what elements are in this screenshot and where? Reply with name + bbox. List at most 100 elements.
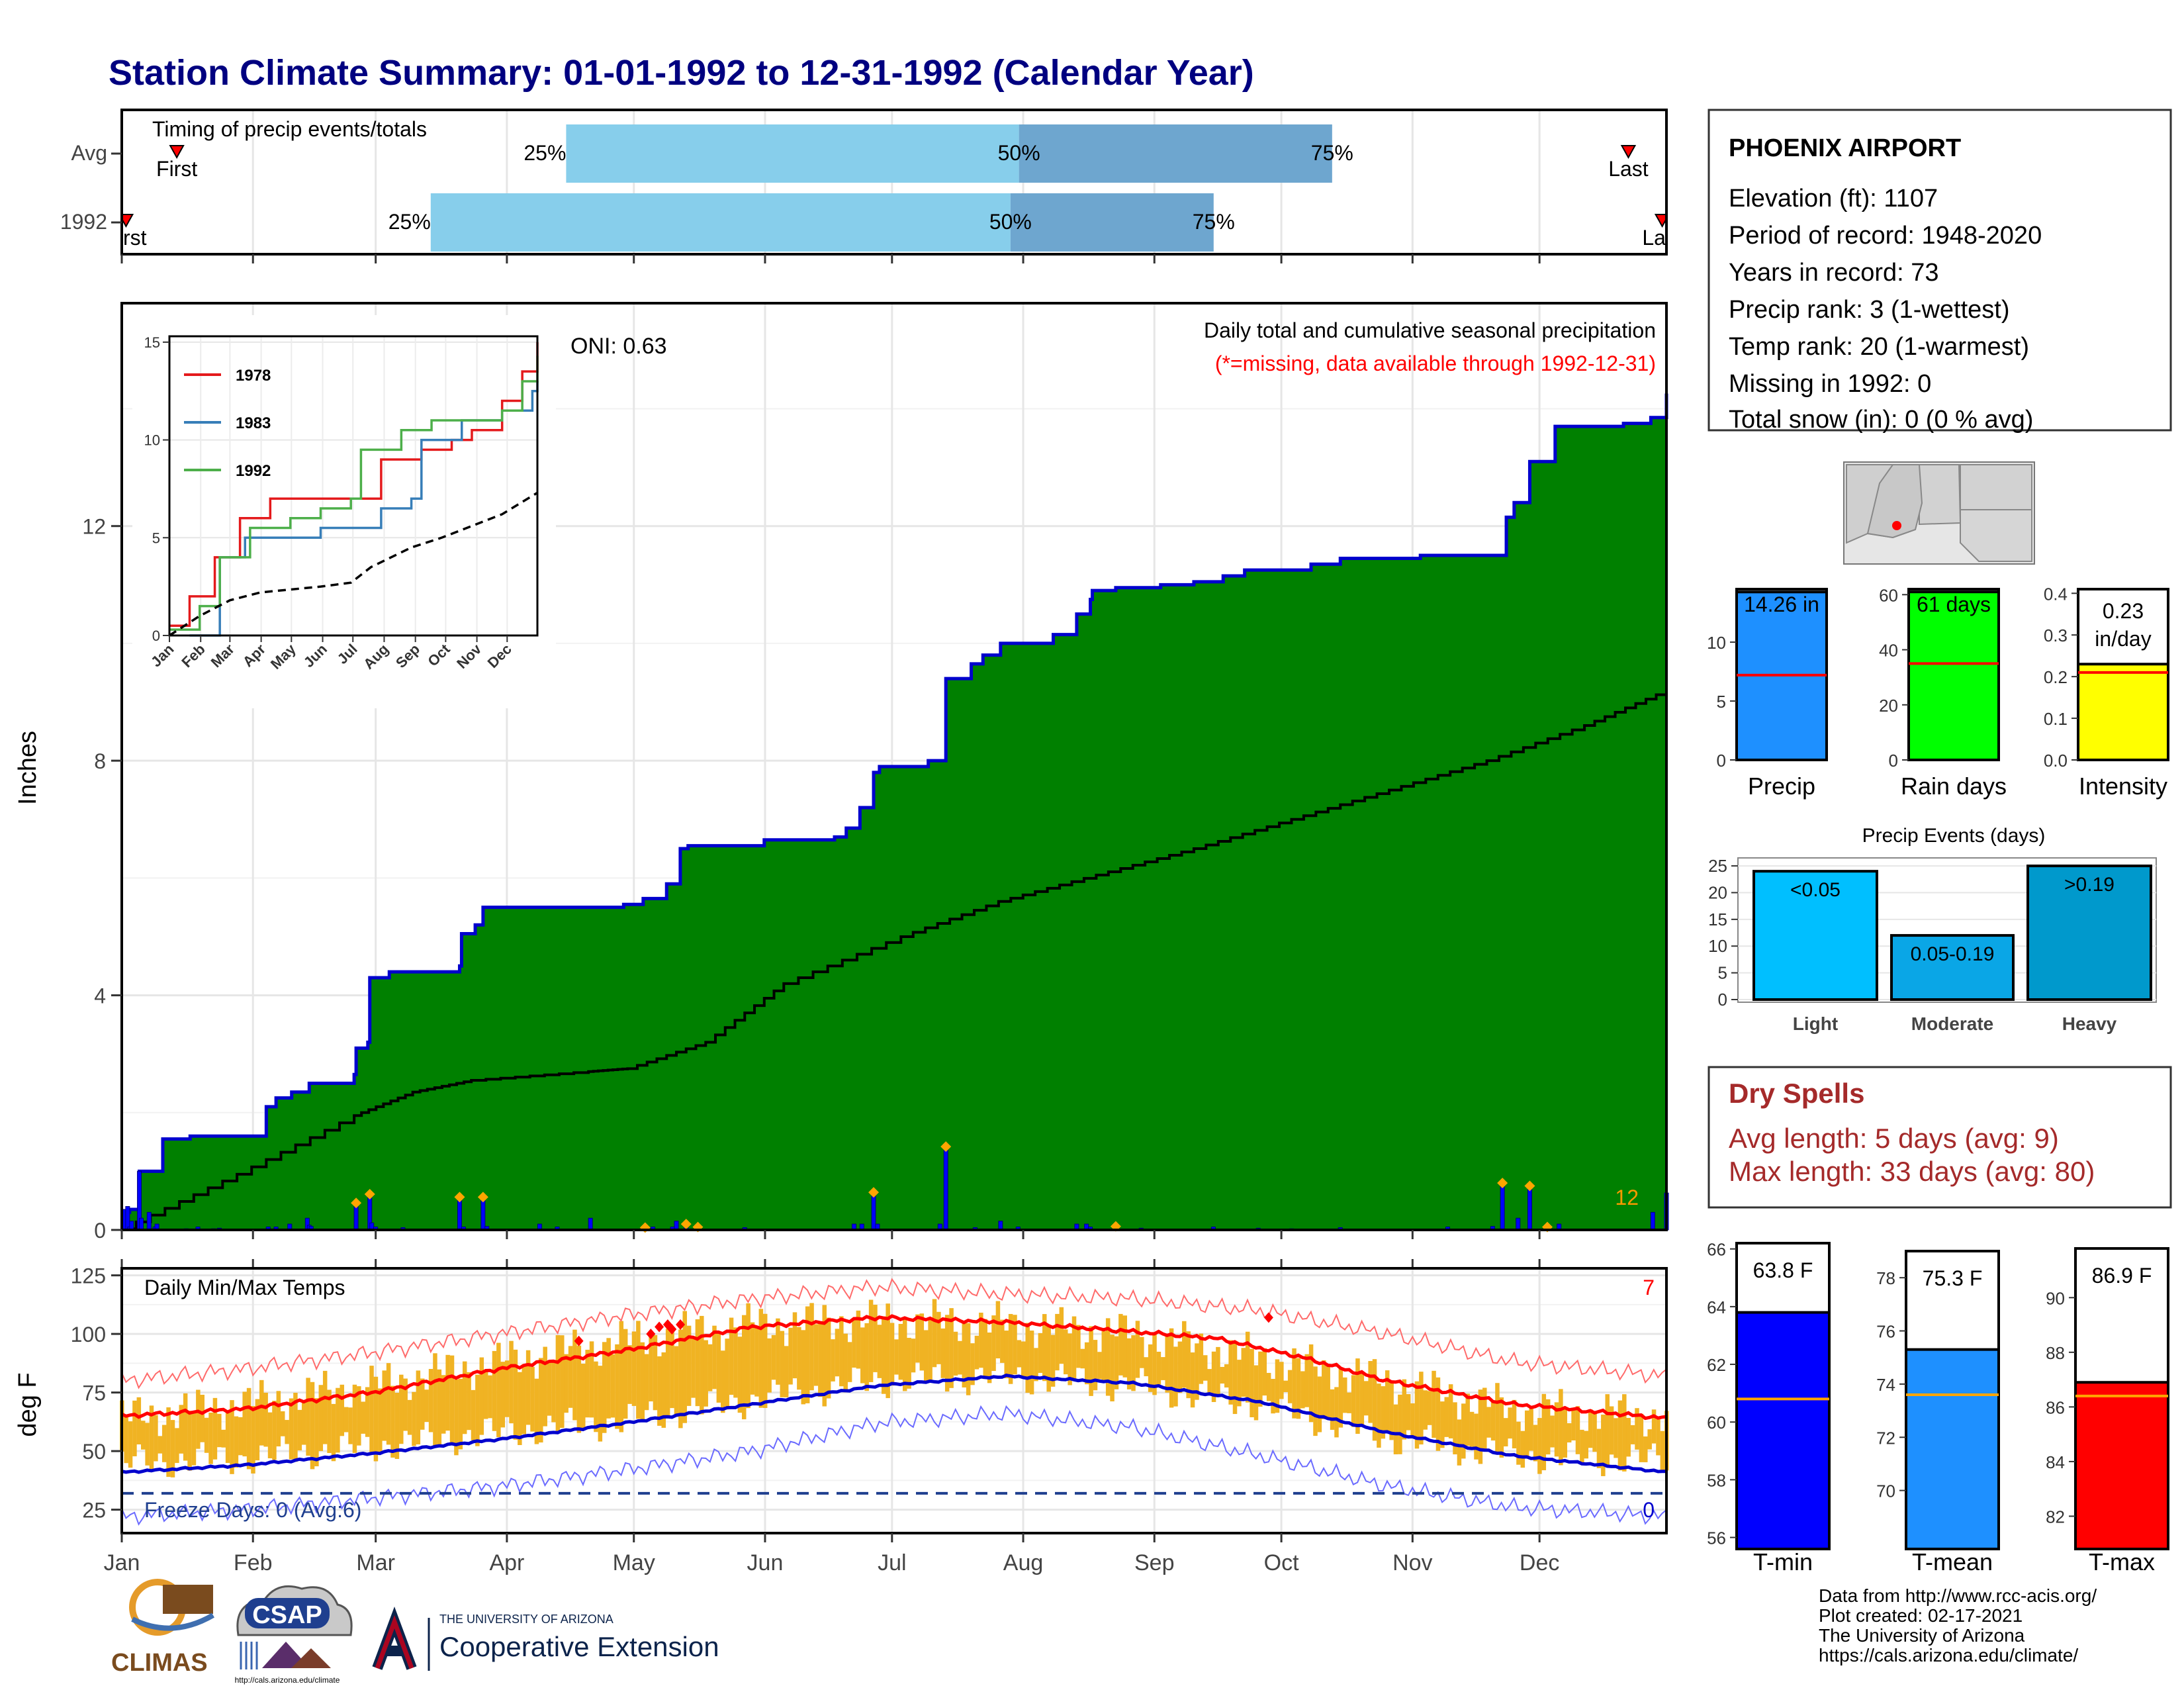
daily-temp-bar bbox=[1228, 1340, 1233, 1405]
daily-temp-bar bbox=[991, 1315, 996, 1372]
precip-summary-bars: 0 5 10 14.26 in Precip 0 20 40 60 61 days Rain day… bbox=[1707, 584, 2169, 800]
daily-temp-bar bbox=[212, 1397, 218, 1460]
daily-temp-bar bbox=[1122, 1315, 1128, 1378]
daily-temp-bar bbox=[445, 1354, 450, 1431]
daily-temp-bar bbox=[458, 1378, 463, 1450]
daily-temp-bar bbox=[1524, 1410, 1529, 1457]
inset-ytick-label: 0 bbox=[152, 628, 160, 644]
daily-temp-bar bbox=[686, 1325, 692, 1406]
events-ytick-label: 20 bbox=[1708, 882, 1727, 902]
daily-temp-bar bbox=[864, 1323, 869, 1391]
daily-temp-bar bbox=[940, 1328, 946, 1378]
daily-temp-bar bbox=[818, 1322, 823, 1397]
daily-temp-bar bbox=[1241, 1348, 1246, 1397]
freeze-days-label: Freeze Days: 0 (Avg:6) bbox=[144, 1498, 361, 1522]
month-label: Apr bbox=[489, 1550, 524, 1575]
precip-total-value-label: 14.26 in bbox=[1744, 592, 1819, 616]
daily-temp-bar bbox=[1025, 1323, 1030, 1393]
daily-temp-bar bbox=[132, 1400, 137, 1456]
tmean-ytick-label: 72 bbox=[1876, 1428, 1895, 1448]
daily-temp-bar bbox=[1055, 1313, 1060, 1371]
daily-temp-bar bbox=[1398, 1394, 1402, 1454]
daily-temp-bar bbox=[712, 1325, 717, 1389]
daily-temp-bar bbox=[500, 1362, 506, 1428]
daily-temp-bar bbox=[513, 1349, 518, 1440]
daily-precip-bar bbox=[943, 1147, 948, 1231]
daily-temp-bar bbox=[267, 1412, 273, 1458]
daily-temp-bar bbox=[1537, 1418, 1542, 1474]
station-location-dot bbox=[1892, 521, 1901, 530]
timing-p50-label: 50% bbox=[998, 141, 1040, 165]
daily-temp-bar bbox=[1224, 1364, 1229, 1388]
daily-temp-bar bbox=[839, 1316, 844, 1387]
record-high-marker bbox=[676, 1319, 686, 1330]
daily-temp-bar bbox=[352, 1384, 357, 1453]
station-line-6: Missing in 1992: 0 bbox=[1729, 370, 1931, 398]
daily-temp-bar bbox=[1322, 1360, 1326, 1419]
daily-temp-bar bbox=[1038, 1333, 1043, 1374]
daily-temp-bar bbox=[1592, 1412, 1597, 1452]
timing-row-label-avg: Avg bbox=[71, 141, 107, 165]
record-daily-marker bbox=[868, 1187, 880, 1198]
daily-temp-bar bbox=[1029, 1331, 1034, 1395]
daily-temp-bar bbox=[1440, 1401, 1445, 1448]
daily-temp-bar bbox=[1253, 1365, 1259, 1421]
daily-temp-bar bbox=[1490, 1400, 1496, 1441]
daily-temp-bar bbox=[1330, 1389, 1335, 1430]
daily-temp-bar bbox=[568, 1346, 573, 1408]
daily-temp-bar bbox=[877, 1325, 882, 1378]
record-high-marker bbox=[1263, 1312, 1273, 1323]
daily-temp-bar bbox=[1008, 1313, 1013, 1384]
daily-temp-bar bbox=[1296, 1358, 1301, 1419]
month-label: Oct bbox=[1264, 1550, 1299, 1575]
daily-temp-bar bbox=[1512, 1399, 1517, 1448]
event-bar-xlabel: Moderate bbox=[1911, 1013, 1993, 1034]
timing-p25-label: 25% bbox=[388, 210, 431, 234]
daily-temp-bar bbox=[856, 1310, 861, 1369]
temp-ylabel: deg F bbox=[14, 1372, 42, 1436]
daily-temp-bar bbox=[1152, 1333, 1157, 1395]
record-high-marker bbox=[655, 1321, 664, 1333]
daily-temp-bar bbox=[979, 1312, 983, 1368]
timing-p50-label: 50% bbox=[989, 210, 1032, 234]
daily-temp-bar bbox=[1097, 1352, 1102, 1380]
daily-temp-bar bbox=[394, 1393, 400, 1459]
daily-temp-bar bbox=[365, 1387, 370, 1437]
daily-temp-bar bbox=[1126, 1338, 1132, 1389]
temp-frame bbox=[120, 1267, 1668, 1534]
dry-spells-title: Dry Spells bbox=[1729, 1078, 1864, 1109]
daily-temp-bar bbox=[598, 1366, 603, 1442]
tmin-value-label: 63.8 F bbox=[1753, 1258, 1813, 1282]
month-label: Nov bbox=[1392, 1550, 1432, 1575]
daily-temp-bar bbox=[1101, 1331, 1107, 1382]
daily-temp-bar bbox=[1372, 1359, 1377, 1441]
daily-temp-bar bbox=[1165, 1333, 1169, 1393]
daily-temp-bar bbox=[1089, 1326, 1093, 1396]
daily-temp-bar bbox=[314, 1398, 319, 1467]
daily-temp-bar bbox=[230, 1400, 234, 1474]
daily-temp-bar bbox=[1093, 1340, 1098, 1391]
daily-temp-bar bbox=[944, 1315, 950, 1392]
daily-temp-bar bbox=[1059, 1307, 1064, 1364]
temp-panel-title: Daily Min/Max Temps bbox=[144, 1276, 345, 1299]
daily-temp-bar bbox=[1495, 1383, 1500, 1454]
daily-temp-bar bbox=[200, 1394, 205, 1442]
daily-temp-bar bbox=[340, 1384, 345, 1436]
daily-temp-bar bbox=[238, 1417, 243, 1456]
intensity-value-unit: in/day bbox=[2095, 627, 2151, 651]
tmean-value-label: 75.3 F bbox=[1923, 1266, 1983, 1290]
daily-temp-bar bbox=[1368, 1361, 1373, 1423]
daily-temp-bar bbox=[1453, 1402, 1457, 1455]
daily-temp-bar bbox=[128, 1421, 133, 1468]
daily-temp-bar bbox=[140, 1421, 146, 1450]
daily-temp-bar bbox=[1651, 1409, 1657, 1444]
daily-temp-bar bbox=[293, 1392, 298, 1462]
daily-temp-bar bbox=[382, 1370, 387, 1441]
daily-temp-bar bbox=[242, 1391, 247, 1457]
csap-url: http://cals.arizona.edu/climate bbox=[235, 1675, 340, 1685]
daily-temp-bar bbox=[1105, 1318, 1111, 1396]
daily-precip-bar bbox=[125, 1206, 130, 1231]
record-low-count: 0 bbox=[1643, 1498, 1655, 1522]
daily-temp-bar bbox=[1173, 1346, 1178, 1407]
